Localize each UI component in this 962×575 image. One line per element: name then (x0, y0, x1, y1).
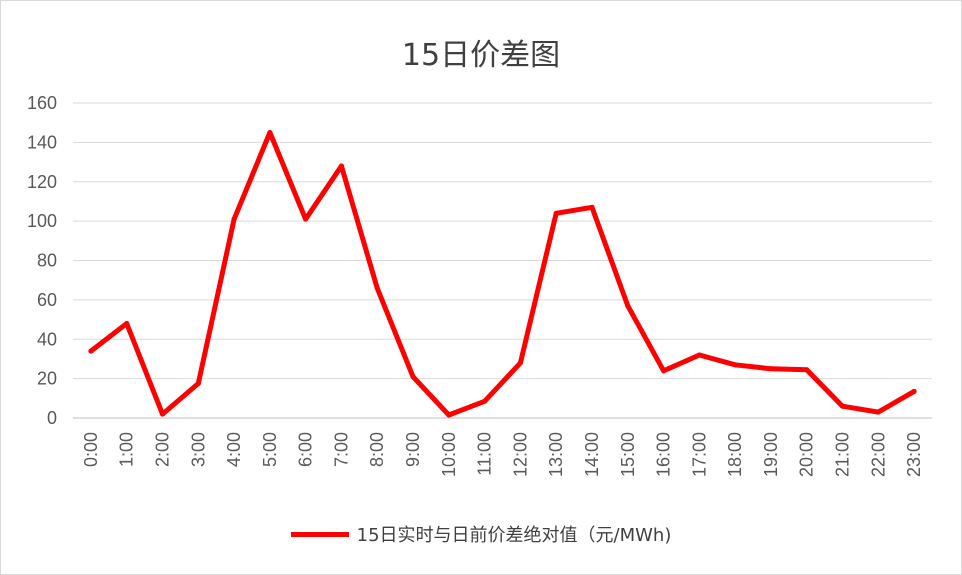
legend: 15日实时与日前价差绝对值（元/MWh) (0, 521, 962, 547)
data-point (840, 403, 846, 409)
x-tick-label: 13:00 (546, 432, 566, 477)
y-tick-label: 120 (27, 172, 57, 192)
y-tick-label: 140 (27, 132, 57, 152)
y-tick-label: 40 (37, 329, 57, 349)
legend-swatch (290, 531, 349, 537)
x-tick-label: 23:00 (904, 432, 924, 477)
y-tick-label: 60 (37, 290, 57, 310)
data-point (446, 412, 452, 418)
x-tick-label: 7:00 (331, 432, 351, 467)
data-point (553, 210, 559, 216)
x-tick-label: 19:00 (761, 432, 781, 477)
x-tick-label: 15:00 (618, 432, 638, 477)
x-tick-label: 14:00 (582, 432, 602, 477)
x-tick-label: 20:00 (797, 432, 817, 477)
data-point (231, 216, 237, 222)
data-point (517, 360, 523, 366)
data-point (195, 381, 201, 387)
data-point (303, 216, 309, 222)
data-point (804, 367, 810, 373)
x-tick-label: 2:00 (152, 432, 172, 467)
x-tick-label: 9:00 (403, 432, 423, 467)
x-tick-label: 12:00 (510, 432, 530, 477)
x-tick-label: 3:00 (188, 432, 208, 467)
series-line-0 (88, 130, 917, 418)
x-tick-label: 22:00 (868, 432, 888, 477)
data-point (338, 163, 344, 169)
data-point (661, 368, 667, 374)
legend-label: 15日实时与日前价差绝对值（元/MWh) (356, 525, 672, 546)
y-tick-label: 20 (37, 369, 57, 389)
x-tick-label: 0:00 (81, 432, 101, 467)
y-tick-label: 100 (27, 211, 57, 231)
chart-title: 15日价差图 (401, 38, 561, 73)
data-point (768, 366, 774, 372)
data-point (267, 130, 273, 136)
data-point (696, 352, 702, 358)
data-point (159, 411, 165, 417)
data-point (911, 388, 917, 394)
data-point (88, 348, 94, 354)
data-point (625, 303, 631, 309)
x-tick-label: 11:00 (475, 432, 495, 476)
x-tick-label: 10:00 (439, 432, 459, 477)
data-point (589, 204, 595, 210)
x-tick-label: 5:00 (260, 432, 280, 467)
data-point (482, 398, 488, 404)
y-tick-label: 160 (27, 93, 57, 113)
data-point (124, 321, 130, 326)
x-tick-label: 6:00 (296, 432, 316, 467)
x-tick-label: 1:00 (117, 432, 137, 467)
x-tick-label: 17:00 (689, 432, 709, 477)
x-tick-label: 8:00 (367, 432, 387, 467)
x-tick-label: 21:00 (833, 432, 853, 477)
data-point (410, 374, 416, 380)
data-point (875, 409, 881, 415)
data-point (374, 285, 380, 291)
x-tick-label: 18:00 (725, 432, 745, 477)
x-tick-label: 16:00 (654, 432, 674, 477)
data-point (732, 362, 738, 368)
x-tick-label: 4:00 (224, 432, 244, 467)
y-tick-label: 0 (47, 408, 57, 428)
y-tick-label: 80 (37, 251, 57, 271)
